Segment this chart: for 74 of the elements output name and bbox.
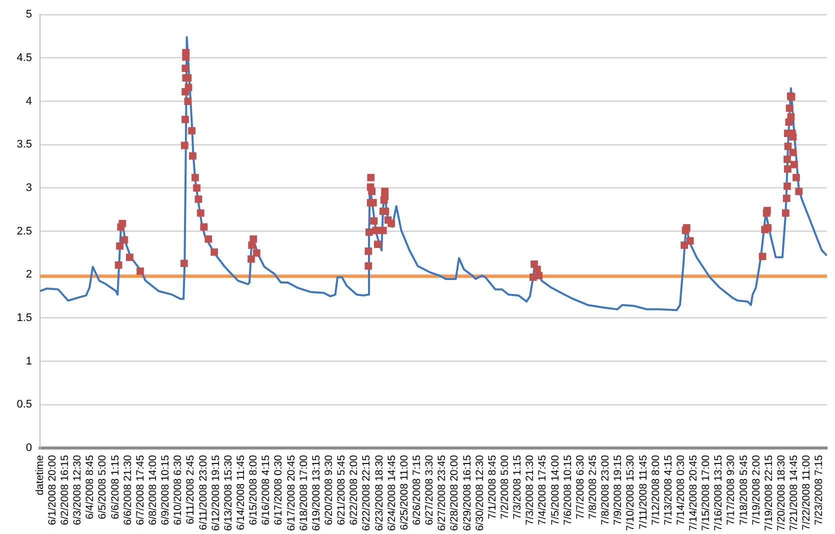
x-tick-label: 7/19/2008 2:00 xyxy=(750,454,762,526)
x-tick-label: 6/22/2008 2:00 xyxy=(348,454,360,526)
x-tick-label: 6/6/2008 1:15 xyxy=(109,454,122,520)
x-tick-label: 7/14/2008 20:45 xyxy=(688,454,700,531)
x-tick-label: 6/19/2008 13:15 xyxy=(310,454,322,531)
x-tick-label: 6/23/2008 18:30 xyxy=(373,454,386,531)
x-tick-label: 6/26/2008 7:15 xyxy=(410,454,423,526)
y-tick-label: 0.5 xyxy=(16,398,32,411)
x-tick-label: 6/7/2008 17:45 xyxy=(134,454,146,526)
x-tick-label: 6/15/2008 8:00 xyxy=(248,454,260,526)
y-tick-label: 5 xyxy=(26,8,32,21)
y-tick-label: 0 xyxy=(26,442,32,454)
x-tick-label: 7/14/2008 0:30 xyxy=(674,454,687,526)
x-tick-label: 7/8/2008 2:45 xyxy=(586,454,599,520)
x-tick-label: 6/27/2008 23:45 xyxy=(436,454,448,531)
x-tick-label: 7/6/2008 10:15 xyxy=(562,454,574,526)
y-tick-label: 1 xyxy=(26,355,32,368)
x-tick-label: 6/3/2008 12:30 xyxy=(72,454,84,526)
x-tick-label: 7/17/2008 9:30 xyxy=(725,454,738,526)
x-tick-label: 7/2/2008 5:00 xyxy=(498,454,511,520)
x-tick-label: 6/17/2008 0:30 xyxy=(272,454,285,526)
y-tick-label: 1.5 xyxy=(16,312,32,324)
x-tick-label: 6/21/2008 5:45 xyxy=(336,454,348,526)
x-tick-label: 7/18/2008 5:45 xyxy=(738,454,750,526)
y-tick-label: 2 xyxy=(26,268,32,281)
x-tick-label: 6/25/2008 11:00 xyxy=(398,454,410,530)
x-tick-label: 6/1/2008 20:00 xyxy=(46,454,58,526)
x-tick-label: 7/23/2008 7:15 xyxy=(813,454,826,526)
x-tick-label: 6/2/2008 16:15 xyxy=(59,454,72,526)
x-tick-label: 6/16/2008 4:15 xyxy=(260,454,272,526)
x-tick-label: 6/9/2008 10:15 xyxy=(160,454,172,526)
x-tick-label: 7/1/2008 8:45 xyxy=(486,454,498,520)
x-tick-label: 7/5/2008 14:00 xyxy=(549,454,562,526)
y-tick-label: 4 xyxy=(26,95,32,108)
x-tick-label: 7/9/2008 19:15 xyxy=(612,454,624,526)
x-tick-label: 6/6/2008 21:30 xyxy=(122,454,134,526)
x-tick-label: 6/4/2008 8:45 xyxy=(84,454,96,520)
x-tick-label: 6/11/2008 23:00 xyxy=(197,454,210,530)
y-tick-label: 3.5 xyxy=(16,138,32,151)
x-tick-label: 6/13/2008 15:30 xyxy=(222,454,234,531)
x-tick-label: 6/20/2008 9:30 xyxy=(323,454,336,526)
x-tick-label: 6/14/2008 11:45 xyxy=(235,454,248,530)
x-tick-label: 6/5/2008 5:00 xyxy=(96,454,109,520)
x-tick-label: 6/27/2008 3:30 xyxy=(424,454,436,526)
x-tick-label: 6/22/2008 22:15 xyxy=(360,454,373,531)
x-tick-label: 6/29/2008 16:15 xyxy=(461,454,474,531)
x-tick-label: 6/28/2008 20:00 xyxy=(448,454,461,531)
x-tick-label: datetime xyxy=(34,454,46,496)
x-tick-label: 7/11/2008 11:45 xyxy=(637,454,650,530)
x-tick-label: 7/4/2008 17:45 xyxy=(536,454,549,526)
x-tick-label: 6/11/2008 2:45 xyxy=(184,454,197,524)
x-tick-label: 6/18/2008 17:00 xyxy=(298,454,310,531)
x-tick-label: 7/8/2008 23:00 xyxy=(600,454,612,526)
x-tick-label: 6/10/2008 6:30 xyxy=(172,454,184,526)
x-tick-label: 6/24/2008 14:45 xyxy=(386,454,398,531)
y-tick-label: 4.5 xyxy=(16,52,32,64)
x-tick-label: 7/3/2008 21:30 xyxy=(524,454,536,526)
x-tick-label: 7/3/2008 1:15 xyxy=(512,454,524,520)
y-tick-label: 3 xyxy=(26,182,32,194)
x-tick-label: 7/13/2008 4:15 xyxy=(662,454,674,526)
x-tick-label: 6/12/2008 19:15 xyxy=(210,454,222,531)
x-tick-label: 6/17/2008 20:45 xyxy=(285,454,298,531)
x-tick-label: 7/19/2008 22:15 xyxy=(762,454,775,531)
x-tick-label: 7/15/2008 17:00 xyxy=(700,454,712,531)
x-tick-label: 7/21/2008 14:45 xyxy=(788,454,800,531)
x-tick-label: 7/16/2008 13:15 xyxy=(712,454,725,531)
y-tick-label: 2.5 xyxy=(16,225,32,238)
x-tick-label: 7/22/2008 11:00 xyxy=(800,454,813,530)
x-tick-label: 6/30/2008 12:30 xyxy=(474,454,486,531)
x-tick-label: 7/10/2008 15:30 xyxy=(624,454,637,531)
x-tick-label: 6/8/2008 14:00 xyxy=(147,454,160,526)
x-tick-label: 7/7/2008 6:30 xyxy=(574,454,586,520)
x-tick-label: 7/20/2008 18:30 xyxy=(776,454,788,531)
x-tick-label: 7/12/2008 8:00 xyxy=(650,454,662,526)
